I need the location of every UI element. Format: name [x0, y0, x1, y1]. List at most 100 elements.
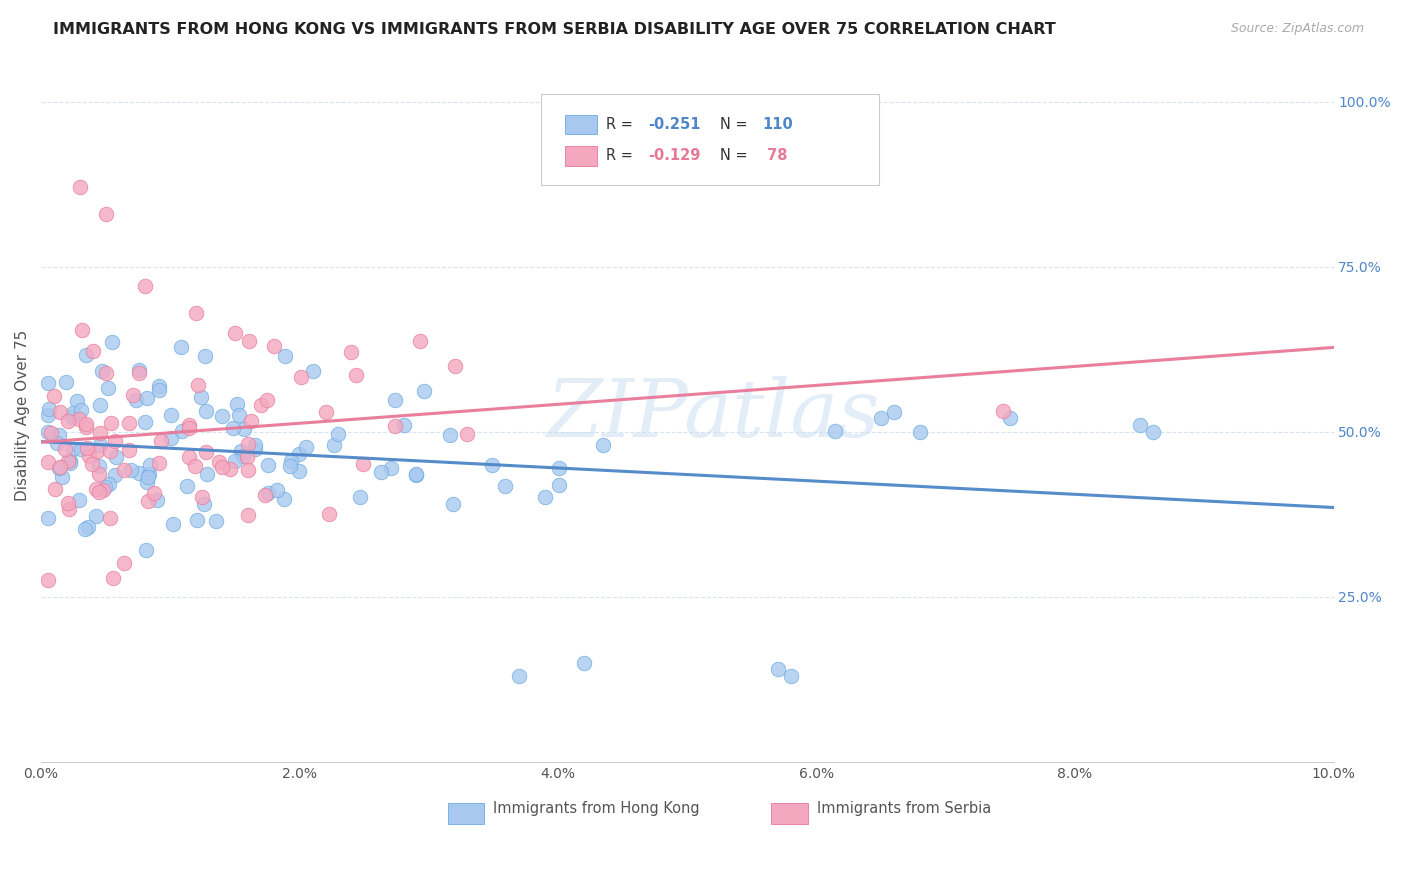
Point: [75, 348, 97, 362]
Point: [136, 391, 159, 405]
Point: [82, 457, 104, 471]
Point: [69, 180, 91, 194]
Point: [121, 388, 143, 402]
Point: [238, 334, 260, 348]
Point: [322, 438, 344, 452]
Point: [208, 455, 231, 469]
Text: Source: ZipAtlas.com: Source: ZipAtlas.com: [1230, 22, 1364, 36]
Point: [58, 453, 80, 467]
Point: [240, 414, 263, 428]
Point: [37, 408, 59, 422]
Point: [136, 493, 159, 508]
Point: [98, 510, 121, 524]
Text: Immigrants from Hong Kong: Immigrants from Hong Kong: [494, 801, 700, 816]
Point: [191, 490, 214, 504]
FancyBboxPatch shape: [449, 804, 485, 824]
Point: [257, 486, 280, 500]
Point: [56, 414, 79, 428]
Point: [45, 436, 67, 450]
Point: [86, 444, 108, 458]
Point: [186, 513, 208, 527]
Text: R =: R =: [606, 148, 637, 163]
Point: [384, 419, 406, 434]
Point: [38, 402, 60, 417]
Point: [224, 326, 246, 340]
Point: [118, 442, 141, 457]
Point: [193, 497, 215, 511]
Point: [405, 467, 427, 482]
Point: [179, 418, 201, 433]
Point: [194, 349, 217, 363]
Point: [69, 442, 91, 456]
Point: [94, 207, 117, 221]
Point: [91, 364, 114, 378]
Point: [184, 458, 207, 473]
Point: [384, 393, 406, 408]
Point: [254, 488, 277, 502]
Point: [93, 480, 115, 494]
Point: [326, 426, 349, 441]
Point: [187, 378, 209, 392]
Point: [481, 458, 503, 472]
Point: [101, 334, 124, 349]
Text: R =: R =: [606, 117, 637, 132]
Point: [76, 420, 98, 434]
Point: [991, 403, 1014, 417]
Point: [224, 454, 246, 468]
Point: [534, 490, 557, 504]
Point: [392, 418, 415, 433]
Point: [142, 485, 165, 500]
Point: [62, 442, 84, 456]
Point: [263, 339, 285, 353]
Point: [75, 417, 97, 431]
Point: [89, 425, 111, 440]
Point: [409, 334, 432, 348]
Point: [228, 408, 250, 422]
Point: [1000, 411, 1022, 425]
Point: [73, 522, 96, 536]
Point: [139, 458, 162, 472]
Point: [301, 364, 323, 378]
Point: [37, 376, 59, 390]
Point: [349, 491, 371, 505]
Point: [280, 453, 302, 467]
Point: [125, 392, 148, 407]
Point: [148, 456, 170, 470]
Text: -0.129: -0.129: [648, 148, 702, 163]
Point: [236, 508, 259, 522]
Point: [58, 501, 80, 516]
Point: [190, 391, 212, 405]
Point: [60, 410, 83, 425]
Point: [176, 478, 198, 492]
Point: [824, 424, 846, 438]
Point: [441, 497, 464, 511]
Point: [89, 398, 111, 412]
Point: [280, 458, 302, 473]
Point: [572, 656, 595, 670]
Text: IMMIGRANTS FROM HONG KONG VS IMMIGRANTS FROM SERBIA DISABILITY AGE OVER 75 CORRE: IMMIGRANTS FROM HONG KONG VS IMMIGRANTS …: [53, 22, 1056, 37]
Text: -0.251: -0.251: [648, 117, 702, 132]
Point: [548, 461, 571, 475]
Point: [194, 404, 217, 418]
Point: [160, 431, 183, 445]
Point: [97, 477, 120, 491]
Point: [84, 482, 107, 496]
Point: [58, 496, 80, 510]
Point: [766, 662, 789, 676]
Point: [380, 461, 402, 475]
Point: [908, 425, 931, 439]
Point: [149, 434, 172, 448]
Point: [162, 517, 184, 532]
Point: [249, 398, 271, 412]
Point: [211, 459, 233, 474]
Point: [233, 422, 256, 436]
Point: [84, 509, 107, 524]
Point: [548, 478, 571, 492]
Point: [44, 482, 66, 496]
Point: [112, 463, 135, 477]
Point: [195, 467, 218, 482]
Y-axis label: Disability Age Over 75: Disability Age Over 75: [15, 329, 30, 500]
Point: [179, 421, 201, 435]
FancyBboxPatch shape: [565, 146, 596, 166]
Point: [148, 379, 170, 393]
